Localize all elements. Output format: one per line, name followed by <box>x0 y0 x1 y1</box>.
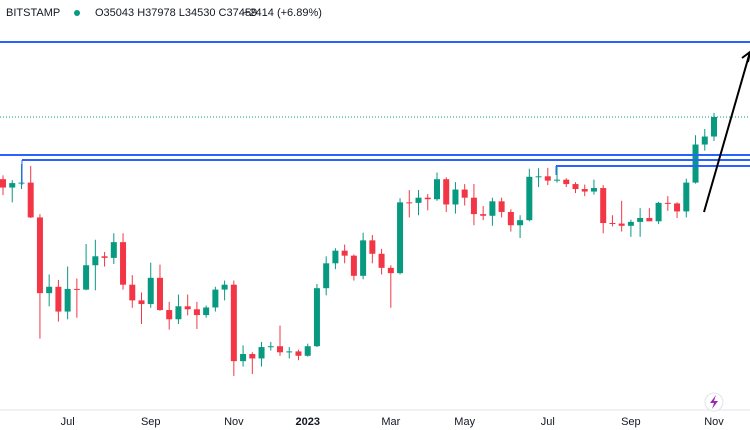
candle-body <box>46 286 53 294</box>
candle-body <box>230 284 237 362</box>
candle-body <box>397 202 404 274</box>
candle-body <box>489 201 496 216</box>
candle-body <box>369 240 376 254</box>
candle-body <box>461 189 468 198</box>
candle-body <box>618 223 625 226</box>
x-tick-label: Nov <box>704 416 724 428</box>
candle-body <box>249 354 256 359</box>
x-tick-label: Jul <box>61 416 75 428</box>
candle-body <box>221 284 228 290</box>
x-tick-label: Nov <box>224 416 244 428</box>
x-tick-label: 2023 <box>295 416 319 428</box>
candle-body <box>350 255 357 276</box>
candle-body <box>341 250 348 256</box>
icon-bolt <box>710 395 718 409</box>
candle-body <box>526 176 533 221</box>
candle-body <box>277 346 284 353</box>
candle-body <box>637 217 644 222</box>
x-tick-label: Sep <box>141 416 161 428</box>
candle-body <box>646 217 653 222</box>
header-change: +2414 (+6.89%) <box>243 7 322 19</box>
candle-body <box>378 253 385 268</box>
candle-body <box>323 263 330 289</box>
candle-body <box>73 288 80 290</box>
candle-body <box>470 197 477 215</box>
candle-body <box>101 256 108 258</box>
candle-body <box>258 347 265 359</box>
candle-body <box>664 202 671 204</box>
candle-body <box>674 203 681 212</box>
candle-body <box>572 184 579 190</box>
x-tick-label: Sep <box>621 416 641 428</box>
candle-body <box>332 250 339 264</box>
candle-body <box>175 306 182 320</box>
candle-body <box>212 289 219 308</box>
candle-body <box>313 288 320 347</box>
candle-body <box>627 221 634 226</box>
candle-body <box>415 197 422 203</box>
header-ohlc: O35043 H37978 L34530 C37459 <box>95 7 257 19</box>
candle-body <box>304 346 311 356</box>
candle-body <box>609 222 616 224</box>
candle-body <box>18 182 25 184</box>
candle-body <box>387 267 394 274</box>
candle-body <box>9 183 16 188</box>
candle-body <box>286 351 293 353</box>
candle-body <box>360 240 367 276</box>
candle-body <box>683 182 690 212</box>
candle-body <box>240 354 247 362</box>
candle-body <box>147 277 154 305</box>
candle-body <box>0 179 6 188</box>
candle-body <box>517 220 524 226</box>
candle-body <box>452 189 459 205</box>
candle-body <box>443 179 450 205</box>
candle-body <box>424 197 431 200</box>
x-axis: Jul Sep Nov 2023 Mar May Jul Sep Nov <box>61 416 725 428</box>
candle-body <box>433 179 440 200</box>
candle-body <box>563 179 570 185</box>
candle-body <box>590 188 597 192</box>
candle-body <box>184 306 191 310</box>
drawn-arrow <box>703 51 750 213</box>
candle-body <box>600 188 607 223</box>
candle-body <box>156 277 163 311</box>
x-tick-label: May <box>454 416 475 428</box>
header-source: BITSTAMP <box>6 7 60 19</box>
candle-body <box>692 144 699 183</box>
candle-body <box>544 176 551 181</box>
candle-body <box>655 202 662 222</box>
status-dot <box>74 10 80 16</box>
candle-body <box>110 242 117 258</box>
candle-body <box>507 211 514 226</box>
candle-body <box>406 202 413 204</box>
candle-body <box>581 189 588 192</box>
candle-body <box>64 288 71 312</box>
candle-body <box>480 214 487 216</box>
candle-body <box>535 176 542 178</box>
x-tick-label: Jul <box>541 416 555 428</box>
candle-body <box>203 307 210 316</box>
candle-body <box>83 265 90 290</box>
candle-body <box>55 286 62 312</box>
candle-body <box>267 346 274 348</box>
x-tick-label: Mar <box>381 416 400 428</box>
candle-body <box>193 309 200 316</box>
candle-body <box>166 310 173 320</box>
candles <box>0 112 717 376</box>
candle-body <box>701 136 708 145</box>
candle-body <box>138 300 145 305</box>
candle-body <box>295 351 302 356</box>
candle-body <box>129 284 136 301</box>
candle-body <box>554 179 561 181</box>
candle-body <box>711 116 717 137</box>
drawn-arrow-head <box>741 50 750 63</box>
candle-body <box>120 242 127 285</box>
candle-body <box>92 256 99 266</box>
candle-body <box>36 217 43 294</box>
candle-body <box>498 201 505 212</box>
candle-body <box>27 182 34 218</box>
